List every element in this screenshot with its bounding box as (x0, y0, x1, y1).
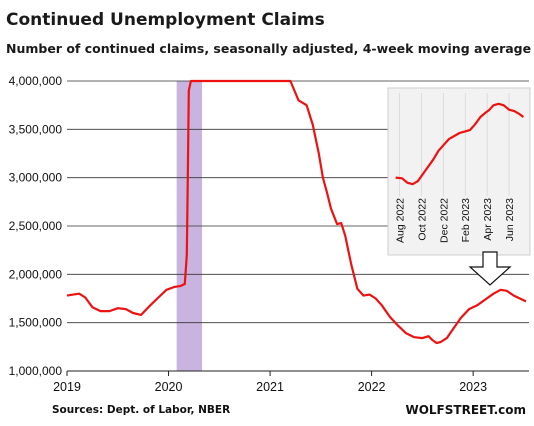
down-arrow-icon (468, 251, 512, 286)
inset-x-ticks: Aug 2022 Oct 2022 Dec 2022 Feb 2023 Apr 2023… (395, 198, 517, 243)
inset-x-tick-label: Apr 2023 (482, 198, 494, 241)
chart-subtitle: Number of continued claims, seasonally a… (6, 41, 531, 56)
chart-title: Continued Unemployment Claims (6, 10, 325, 30)
y-tick-label: 3,000,000 (9, 171, 63, 185)
inset-x-tick-label: Dec 2022 (438, 198, 450, 243)
inset-x-tick-label: Oct 2022 (416, 198, 428, 241)
inset-x-tick-label: Jun 2023 (504, 198, 516, 241)
claims-series-line (66, 79, 527, 345)
y-tick-label: 2,500,000 (9, 219, 63, 233)
y-tick-label: 2,000,000 (9, 267, 63, 281)
inset-x-tick-label: Feb 2023 (460, 198, 472, 243)
x-tick-label: 2019 (53, 380, 81, 394)
source-note: Sources: Dept. of Labor, NBER (52, 404, 230, 416)
plot-area: 1,000,000 1,500,000 2,000,000 2,500,000 3,00… (9, 74, 529, 394)
y-tick-label: 1,000,000 (9, 364, 63, 378)
x-tick-label: 2022 (358, 380, 386, 394)
inset-series-line (395, 102, 525, 186)
inset-background (387, 87, 531, 256)
y-tick-label: 1,500,000 (9, 316, 63, 330)
y-axis-ticks: 1,000,000 1,500,000 2,000,000 2,500,000 3,00… (9, 74, 63, 378)
x-tick-label: 2020 (155, 380, 183, 394)
brand-label: WOLFSTREET.com (405, 403, 526, 417)
x-tick-label: 2023 (459, 380, 487, 394)
x-axis-ticks: 2019 2020 2021 2022 2023 (53, 371, 487, 394)
inset-x-tick-label: Aug 2022 (395, 198, 407, 243)
gridlines (67, 80, 529, 324)
y-tick-label: 4,000,000 (9, 74, 63, 88)
inset-chart: Aug 2022 Oct 2022 Dec 2022 Feb 2023 Apr 2023… (387, 87, 531, 256)
y-tick-label: 3,500,000 (9, 122, 63, 136)
x-tick-label: 2021 (256, 380, 284, 394)
